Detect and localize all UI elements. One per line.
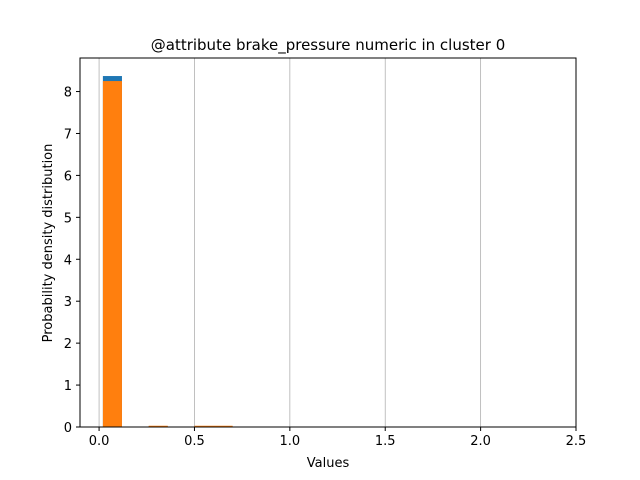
- y-axis-label: Probability density distribution: [41, 144, 56, 343]
- grid-lines: [98, 58, 577, 427]
- histogram-bar: [194, 425, 214, 427]
- histogram-bar: [102, 81, 122, 427]
- x-tick-label: 2.5: [566, 434, 587, 449]
- x-tick-label: 0.5: [184, 434, 205, 449]
- x-tick-label: 1.5: [375, 434, 396, 449]
- x-axis-ticks: 0.0 0.5 1.0 1.5 2.0 2.5: [89, 427, 587, 449]
- y-axis-ticks: 0 1 2 3 4 5 6 7 8: [64, 86, 80, 436]
- y-tick-label: 3: [64, 295, 72, 310]
- y-tick-label: 1: [64, 379, 72, 394]
- plot-frame: [79, 57, 577, 428]
- y-tick-label: 4: [64, 253, 72, 268]
- x-axis-label: Values: [307, 456, 350, 471]
- y-tick-label: 5: [64, 211, 72, 226]
- chart-title: @attribute brake_pressure numeric in clu…: [151, 36, 506, 55]
- bars: [102, 76, 233, 427]
- y-tick-label: 0: [64, 421, 72, 436]
- histogram-bar: [148, 425, 168, 427]
- y-tick-label: 7: [64, 127, 72, 142]
- y-tick-label: 6: [64, 169, 72, 184]
- y-tick-label: 2: [64, 337, 72, 352]
- x-tick-label: 1.0: [280, 434, 301, 449]
- x-tick-label: 0.0: [89, 434, 110, 449]
- histogram-bar: [213, 425, 233, 427]
- y-tick-label: 8: [64, 86, 72, 101]
- x-tick-label: 2.0: [470, 434, 491, 449]
